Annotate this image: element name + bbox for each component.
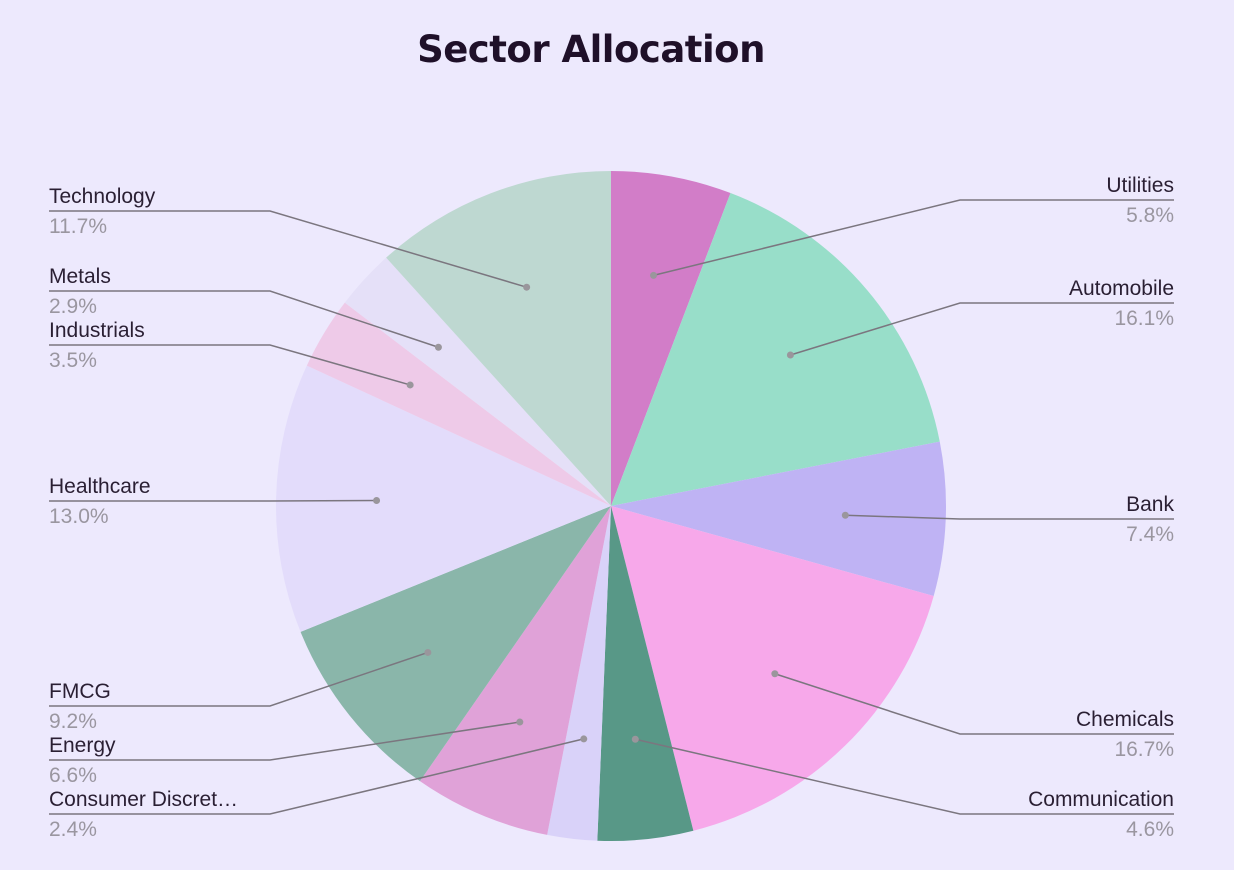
leader-line-healthcare (49, 499, 377, 502)
leader-dot-industrials (406, 381, 414, 389)
leader-line-communication (635, 738, 1174, 815)
labels-layer: Utilities 5.8% Automobile 16.1% Bank 7.4% Chem… (49, 174, 1174, 841)
slice-label-utilities: Utilities (1106, 174, 1174, 197)
slice-percent-utilities: 5.8% (1126, 204, 1174, 227)
slice-label-communication: Communication (1028, 788, 1174, 811)
pie-slice-consumer-discret[interactable] (547, 506, 611, 841)
slice-label-industrials: Industrials (49, 319, 145, 342)
leader-line-chemicals (774, 673, 1174, 735)
pie-slice-technology[interactable] (386, 171, 611, 506)
leader-line-bank (845, 514, 1174, 520)
pie-slice-fmcg[interactable] (300, 506, 611, 782)
leaders-layer (49, 199, 1174, 815)
leader-line-energy (49, 721, 520, 761)
leader-line-technology (49, 210, 527, 288)
slice-percent-communication: 4.6% (1126, 818, 1174, 841)
leader-dot-consumer-discret (580, 735, 588, 743)
leader-dot-bank (841, 511, 849, 519)
leader-dot-technology (523, 283, 531, 291)
slice-percent-technology: 11.7% (49, 215, 107, 238)
leader-line-automobile (790, 302, 1174, 356)
leader-dot-communication (631, 735, 639, 743)
slice-percent-bank: 7.4% (1126, 523, 1174, 546)
slice-label-fmcg: FMCG (49, 680, 111, 703)
pie-slice-energy[interactable] (419, 506, 611, 835)
slice-percent-healthcare: 13.0% (49, 505, 109, 528)
pie-slice-communication[interactable] (597, 506, 694, 841)
leader-dot-automobile (786, 351, 794, 359)
slices-layer (276, 171, 946, 841)
slice-label-metals: Metals (49, 265, 111, 288)
slice-label-consumer-discret: Consumer Discret… (49, 788, 238, 811)
slice-percent-energy: 6.6% (49, 764, 97, 787)
slice-percent-automobile: 16.1% (1114, 307, 1174, 330)
slice-percent-fmcg: 9.2% (49, 710, 97, 733)
leader-dot-energy (516, 718, 524, 726)
slice-label-chemicals: Chemicals (1076, 708, 1174, 731)
leader-dot-healthcare (373, 496, 381, 504)
pie-slice-bank[interactable] (611, 441, 946, 597)
pie-slice-utilities[interactable] (611, 171, 731, 506)
slice-percent-chemicals: 16.7% (1114, 738, 1174, 761)
leader-line-fmcg (49, 651, 429, 707)
slice-percent-industrials: 3.5% (49, 349, 97, 372)
leader-line-utilities (653, 199, 1174, 277)
pie-slice-automobile[interactable] (611, 193, 940, 506)
pie-slice-metals[interactable] (344, 257, 611, 506)
leader-line-consumer-discret (49, 738, 584, 815)
slice-percent-consumer-discret: 2.4% (49, 818, 97, 841)
leader-line-metals (49, 290, 439, 348)
leader-line-industrials (49, 344, 411, 386)
slice-percent-metals: 2.9% (49, 295, 97, 318)
slice-label-automobile: Automobile (1069, 277, 1174, 300)
chart-title: Sector Allocation (417, 28, 765, 71)
leader-dot-utilities (650, 271, 658, 279)
pie-slice-healthcare[interactable] (276, 365, 611, 632)
pie-slice-chemicals[interactable] (611, 506, 934, 831)
leader-dot-metals (434, 343, 442, 351)
pie-slice-industrials[interactable] (306, 302, 611, 506)
leader-dot-fmcg (424, 648, 432, 656)
slice-label-bank: Bank (1126, 493, 1174, 516)
slice-label-energy: Energy (49, 734, 116, 757)
slice-label-healthcare: Healthcare (49, 475, 151, 498)
leader-dot-chemicals (771, 670, 779, 678)
slice-label-technology: Technology (49, 185, 156, 208)
